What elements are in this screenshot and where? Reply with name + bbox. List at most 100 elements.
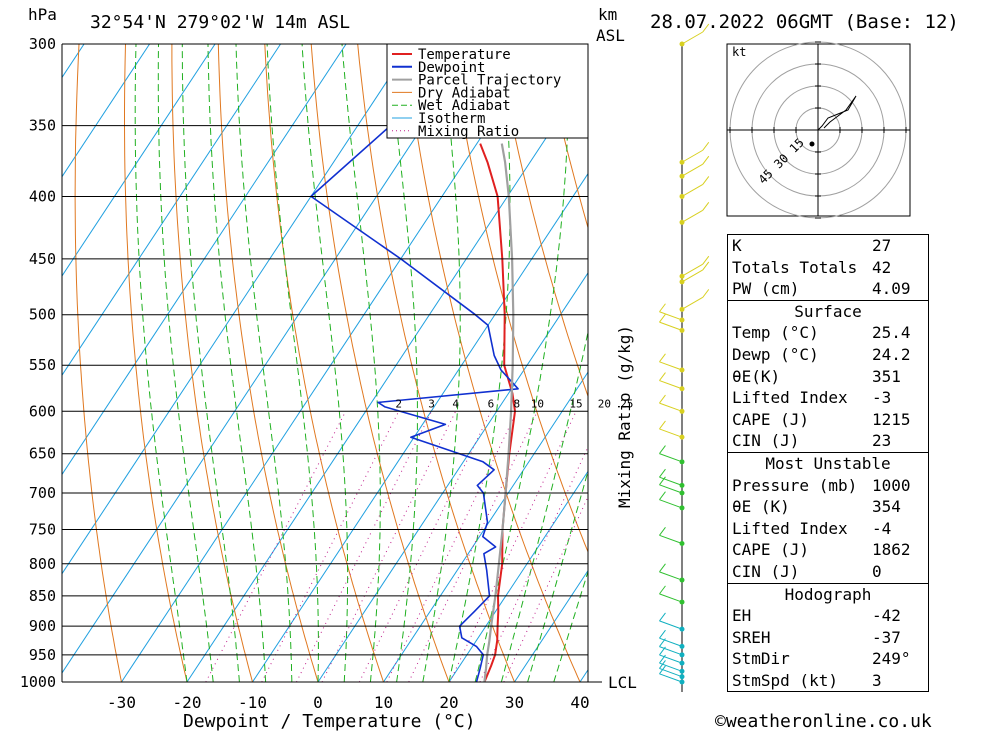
wet-adiabat-line xyxy=(266,44,319,682)
lcl-label: LCL xyxy=(608,673,637,692)
mixing-ratio-label: 4 xyxy=(452,397,459,410)
wind-barb-flag xyxy=(659,468,666,478)
dry-adiabat-line xyxy=(954,26,1000,708)
pressure-tick-label: 350 xyxy=(29,117,56,135)
wet-adiabat-line xyxy=(181,44,240,682)
wind-barb xyxy=(659,428,683,438)
wind-barb xyxy=(659,662,683,672)
wind-barb xyxy=(659,620,683,630)
mixing-ratio-label: 6 xyxy=(488,397,495,410)
pressure-tick-label: 600 xyxy=(29,402,56,420)
wind-barbs xyxy=(659,23,710,692)
isotherm-line xyxy=(514,569,588,682)
mu-row: Lifted Index -4 xyxy=(732,518,892,538)
hodo-row: StmDir 249° xyxy=(732,649,911,669)
wind-barb xyxy=(659,646,683,656)
surface-row: Temp (°C) 25.4 xyxy=(732,323,911,343)
storm-motion-dot xyxy=(809,141,815,147)
isotherm-line xyxy=(62,44,281,377)
wind-barb xyxy=(659,499,683,509)
wind-barb xyxy=(681,31,704,45)
wind-barb xyxy=(659,654,683,664)
mu-row: CIN (J) 0 xyxy=(732,561,882,581)
wind-barb-flag xyxy=(659,491,666,501)
wind-barb-flag xyxy=(659,646,666,656)
wind-barb-flag xyxy=(659,394,666,404)
height-unit-km: km xyxy=(598,5,617,24)
hodograph-table-title: Hodograph xyxy=(728,582,928,606)
wet-adiabat-line xyxy=(387,44,418,682)
wind-barb xyxy=(659,476,683,486)
pressure-tick-label: 950 xyxy=(29,646,56,664)
mu-row: Pressure (mb) 1000 xyxy=(732,475,911,495)
wind-barb-flag xyxy=(702,255,710,265)
x-tick-label: 30 xyxy=(505,693,524,712)
wind-barb xyxy=(681,269,704,283)
x-axis-label: Dewpoint / Temperature (°C) xyxy=(183,711,476,732)
x-tick-label: -30 xyxy=(107,693,136,712)
dry-adiabat-line xyxy=(264,44,385,682)
index-row-pw: PW (cm) 4.09 xyxy=(732,279,911,299)
pressure-levels xyxy=(61,43,602,683)
mixing-ratio-line xyxy=(386,411,518,682)
legend-label: Mixing Ratio xyxy=(418,124,519,140)
surface-title: Surface xyxy=(728,299,928,323)
mixing-ratio-label: 3 xyxy=(428,397,435,410)
wind-barb-flag xyxy=(659,526,666,536)
wind-barb xyxy=(659,484,683,494)
wind-barb-flag xyxy=(659,660,666,669)
wind-barb-flag xyxy=(659,638,666,647)
wet-adiabat-line xyxy=(527,469,588,682)
legend-label: Dry Adiabat xyxy=(418,85,511,101)
dry-adiabat-line xyxy=(171,44,254,682)
hodo-row: EH -42 xyxy=(732,606,901,626)
most-unstable-title: Most Unstable xyxy=(728,451,928,475)
wet-adiabat-line xyxy=(341,44,381,682)
wet-adiabat-line xyxy=(235,44,293,682)
mixing-ratio-line xyxy=(261,411,400,682)
mixing-ratio-label: 15 xyxy=(569,397,582,410)
legend-label: Parcel Trajectory xyxy=(418,73,561,89)
wet-adiabat-line xyxy=(553,569,588,682)
surface-row: Lifted Index -3 xyxy=(732,388,892,408)
wind-barb xyxy=(659,402,683,412)
dry-adiabat-line xyxy=(124,44,188,682)
wind-barb xyxy=(659,593,683,603)
indices-table: K 27 Totals Totals 42 PW (cm) 4.09 Surface … xyxy=(727,234,929,693)
index-row-totals: Totals Totals 42 xyxy=(732,257,892,277)
wind-barb-flag xyxy=(659,585,666,595)
mu-row: CAPE (J) 1862 xyxy=(732,540,911,560)
dry-adiabat-line xyxy=(542,44,588,230)
wind-barb-flag xyxy=(659,563,666,573)
wind-barb xyxy=(659,673,683,683)
mixing-ratio-line xyxy=(296,411,432,682)
hodo-row: StmSpd (kt) 3 xyxy=(732,670,882,690)
pressure-tick-label: 900 xyxy=(29,617,56,635)
hodograph-unit: kt xyxy=(732,45,746,59)
axis-labels: 2 3 4 6 8 10 15 20 25300350400450500550600650700… xyxy=(20,35,634,712)
wind-barb-flag xyxy=(659,445,666,454)
dry-adiabat-line xyxy=(403,44,581,682)
wind-barb xyxy=(681,163,704,177)
dry-adiabat-line xyxy=(449,44,588,554)
mixing-ratio-label: 25 xyxy=(620,397,633,410)
mixing-ratio-label: 2 xyxy=(395,397,402,410)
dry-adiabat-line xyxy=(74,44,123,682)
wind-barb-flag xyxy=(659,665,666,675)
mixing-ratio-line xyxy=(358,411,492,682)
surface-row: θE(K) 351 xyxy=(732,366,901,386)
wind-barb xyxy=(659,534,683,544)
legend-label: Wet Adiabat xyxy=(418,98,511,114)
mixing-ratio-label: 10 xyxy=(531,397,544,410)
wind-barb-flag xyxy=(659,313,666,323)
surface-row: Dewp (°C) 24.2 xyxy=(732,344,911,364)
pressure-tick-label: 500 xyxy=(29,306,56,324)
wind-barb xyxy=(659,321,683,331)
isotherm-line xyxy=(448,470,588,682)
dry-adiabat-line xyxy=(310,44,450,682)
pressure-tick-label: 1000 xyxy=(20,673,56,691)
wind-barb-flag xyxy=(702,202,710,211)
wind-barb-flag xyxy=(659,303,666,313)
pressure-tick-label: 400 xyxy=(29,187,56,205)
wind-barb-flag xyxy=(702,289,710,298)
